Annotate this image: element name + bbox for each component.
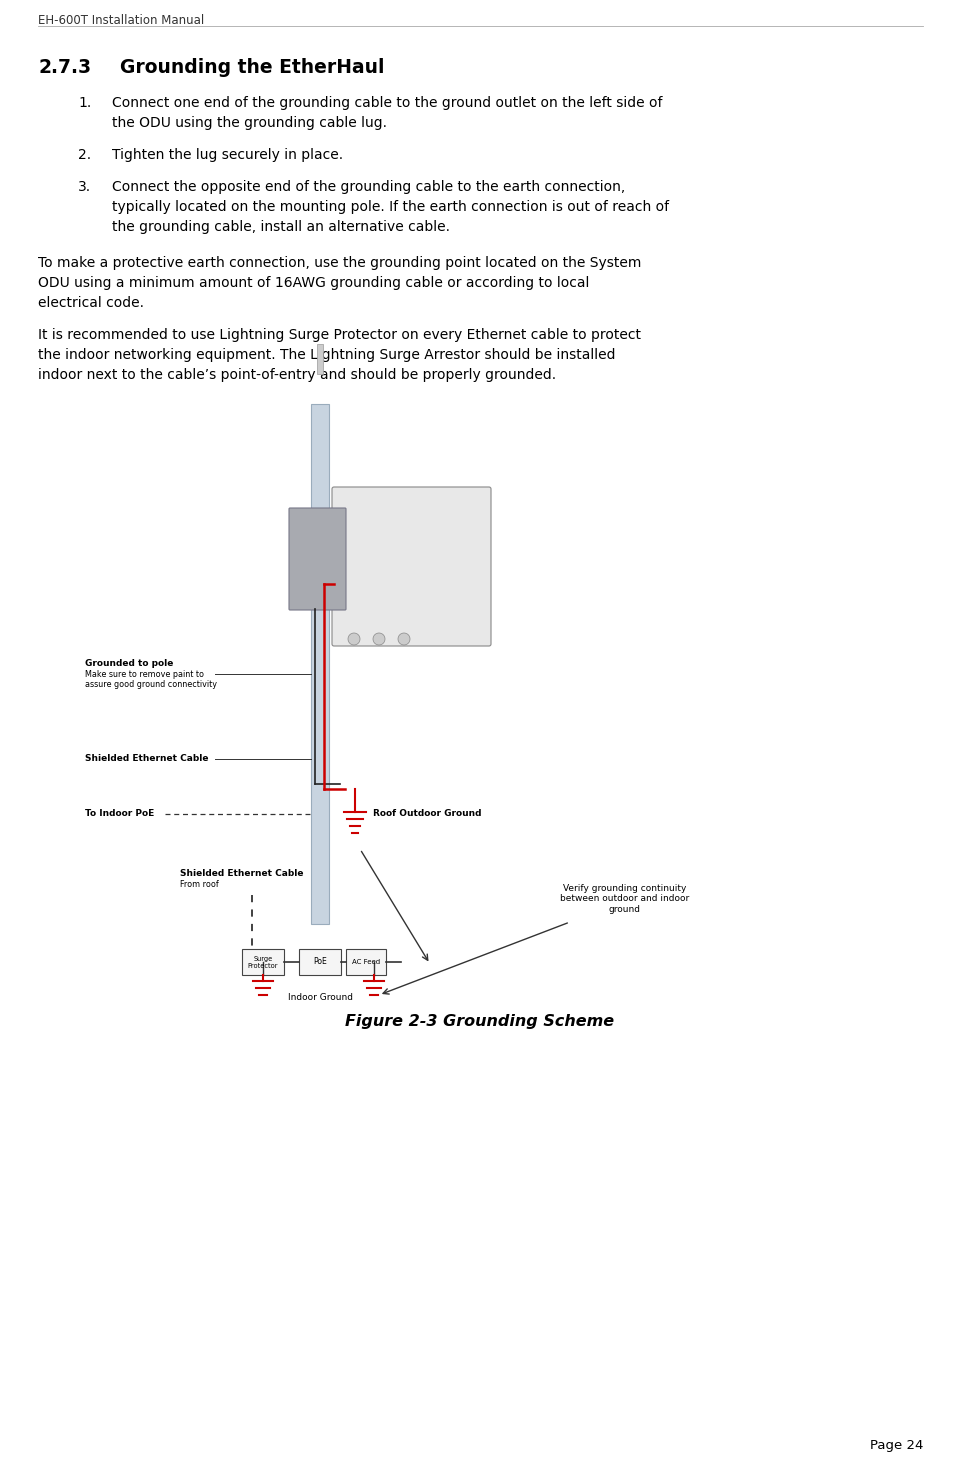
Text: Shielded Ethernet Cable: Shielded Ethernet Cable <box>85 754 209 763</box>
Text: the ODU using the grounding cable lug.: the ODU using the grounding cable lug. <box>112 116 387 130</box>
Circle shape <box>398 632 410 646</box>
Text: Grounded to pole: Grounded to pole <box>85 659 173 668</box>
FancyBboxPatch shape <box>299 949 341 975</box>
Text: EH-600T Installation Manual: EH-600T Installation Manual <box>38 15 205 26</box>
Text: Roof Outdoor Ground: Roof Outdoor Ground <box>373 810 481 818</box>
Circle shape <box>373 632 385 646</box>
Text: assure good ground connectivity: assure good ground connectivity <box>85 679 217 690</box>
Text: 1.: 1. <box>78 97 91 110</box>
Text: From roof: From roof <box>180 880 219 889</box>
Text: indoor next to the cable’s point-of-entry and should be properly grounded.: indoor next to the cable’s point-of-entr… <box>38 367 556 382</box>
Text: Surge
Protector: Surge Protector <box>248 956 279 969</box>
Bar <box>317 344 323 373</box>
FancyBboxPatch shape <box>289 508 346 610</box>
Text: To Indoor PoE: To Indoor PoE <box>85 810 155 818</box>
Text: Tighten the lug securely in place.: Tighten the lug securely in place. <box>112 148 343 163</box>
Text: Connect the opposite end of the grounding cable to the earth connection,: Connect the opposite end of the groundin… <box>112 180 626 195</box>
Text: Connect one end of the grounding cable to the ground outlet on the left side of: Connect one end of the grounding cable t… <box>112 97 662 110</box>
Text: Page 24: Page 24 <box>870 1439 923 1452</box>
Text: Grounding the EtherHaul: Grounding the EtherHaul <box>120 59 384 78</box>
Text: 3.: 3. <box>78 180 91 195</box>
Text: Figure 2-3 Grounding Scheme: Figure 2-3 Grounding Scheme <box>345 1015 615 1029</box>
Text: Shielded Ethernet Cable: Shielded Ethernet Cable <box>180 870 304 878</box>
FancyBboxPatch shape <box>346 949 386 975</box>
Text: the grounding cable, install an alternative cable.: the grounding cable, install an alternat… <box>112 220 450 234</box>
Text: electrical code.: electrical code. <box>38 296 144 310</box>
Text: It is recommended to use Lightning Surge Protector on every Ethernet cable to pr: It is recommended to use Lightning Surge… <box>38 328 641 343</box>
Text: Make sure to remove paint to: Make sure to remove paint to <box>85 671 204 679</box>
Text: typically located on the mounting pole. If the earth connection is out of reach : typically located on the mounting pole. … <box>112 201 669 214</box>
Text: 2.: 2. <box>78 148 91 163</box>
Text: Verify grounding continuity
between outdoor and indoor
ground: Verify grounding continuity between outd… <box>560 884 689 914</box>
Text: AC Feed: AC Feed <box>352 959 380 965</box>
FancyBboxPatch shape <box>332 488 491 646</box>
Text: PoE: PoE <box>313 957 327 966</box>
FancyBboxPatch shape <box>242 949 284 975</box>
Bar <box>311 404 329 924</box>
Circle shape <box>348 632 360 646</box>
Text: 2.7.3: 2.7.3 <box>38 59 91 78</box>
Text: To make a protective earth connection, use the grounding point located on the Sy: To make a protective earth connection, u… <box>38 256 641 269</box>
Text: the indoor networking equipment. The Lightning Surge Arrestor should be installe: the indoor networking equipment. The Lig… <box>38 348 615 362</box>
Text: Indoor Ground: Indoor Ground <box>288 993 353 1001</box>
Text: ODU using a minimum amount of 16AWG grounding cable or according to local: ODU using a minimum amount of 16AWG grou… <box>38 277 589 290</box>
